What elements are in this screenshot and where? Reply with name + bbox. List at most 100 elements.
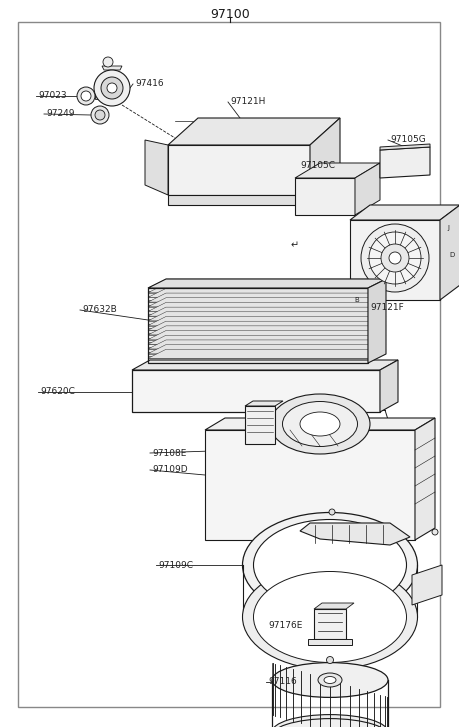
Polygon shape [148,340,367,342]
Polygon shape [367,279,385,363]
Text: 97109C: 97109C [157,561,193,569]
Polygon shape [148,358,367,361]
Circle shape [94,70,130,106]
Polygon shape [148,293,385,302]
Polygon shape [148,307,367,310]
Polygon shape [148,302,385,311]
Text: 97176E: 97176E [268,621,302,630]
Ellipse shape [271,715,387,727]
Polygon shape [148,326,367,329]
Polygon shape [148,293,367,295]
Polygon shape [148,302,367,305]
Polygon shape [132,370,379,412]
Ellipse shape [269,718,390,727]
Text: 97416: 97416 [134,79,163,89]
Ellipse shape [388,252,400,264]
Polygon shape [148,312,385,321]
Circle shape [91,106,109,124]
Text: 97121H: 97121H [230,97,265,106]
Polygon shape [148,298,385,307]
Text: 97108E: 97108E [151,449,186,457]
Polygon shape [349,205,459,220]
Text: D: D [448,252,453,258]
Polygon shape [308,639,351,645]
Text: 97116: 97116 [268,678,296,686]
Polygon shape [148,307,385,316]
Polygon shape [205,418,434,430]
Circle shape [328,509,334,515]
Circle shape [103,57,113,67]
Circle shape [95,110,105,120]
Circle shape [77,87,95,105]
Ellipse shape [242,513,417,617]
Polygon shape [148,330,367,333]
Text: 97105G: 97105G [389,135,425,145]
Text: 97100: 97100 [210,7,249,20]
Circle shape [431,529,437,535]
Polygon shape [148,340,385,349]
Polygon shape [148,345,367,347]
Polygon shape [349,220,439,300]
Polygon shape [354,163,379,215]
Text: J: J [446,225,448,231]
Polygon shape [439,205,459,300]
Polygon shape [148,326,385,335]
Polygon shape [414,418,434,540]
Polygon shape [148,316,367,319]
Polygon shape [168,195,309,205]
Polygon shape [379,360,397,412]
Polygon shape [148,331,385,340]
Polygon shape [148,349,367,352]
Text: 97023: 97023 [38,92,67,100]
Text: ↵: ↵ [290,240,298,250]
Polygon shape [294,178,354,215]
Polygon shape [309,168,339,205]
Polygon shape [168,118,339,145]
Polygon shape [102,66,122,70]
Ellipse shape [271,662,387,697]
Ellipse shape [299,412,339,436]
Circle shape [107,83,117,93]
Text: 97109D: 97109D [151,465,187,475]
Polygon shape [132,360,397,370]
Polygon shape [313,609,345,639]
Polygon shape [148,297,367,300]
Polygon shape [245,401,282,406]
Ellipse shape [380,244,408,272]
Text: 97632B: 97632B [82,305,117,315]
Text: 97249: 97249 [46,110,74,119]
Ellipse shape [253,571,406,662]
Ellipse shape [269,394,369,454]
Polygon shape [148,311,367,314]
Ellipse shape [242,564,417,670]
Polygon shape [148,288,367,291]
Polygon shape [95,93,108,99]
Polygon shape [411,565,441,605]
Polygon shape [294,163,379,178]
Polygon shape [148,321,367,324]
Polygon shape [168,145,309,195]
Circle shape [101,77,123,99]
Ellipse shape [282,401,357,446]
Text: B: B [354,297,358,303]
Polygon shape [148,335,385,345]
Ellipse shape [323,677,335,683]
Polygon shape [145,140,168,195]
Ellipse shape [253,520,406,611]
Polygon shape [148,321,385,330]
Polygon shape [299,523,409,545]
Circle shape [326,656,333,664]
Ellipse shape [317,673,341,687]
Ellipse shape [368,232,420,284]
Text: 97121F: 97121F [369,303,403,313]
Polygon shape [148,335,367,337]
Polygon shape [148,279,385,288]
Polygon shape [148,284,385,293]
Polygon shape [309,118,339,195]
Ellipse shape [360,224,428,292]
Text: 97620C: 97620C [40,387,75,396]
Polygon shape [148,316,385,326]
Text: 97105C: 97105C [299,161,334,169]
Polygon shape [245,406,274,444]
Circle shape [328,619,335,627]
